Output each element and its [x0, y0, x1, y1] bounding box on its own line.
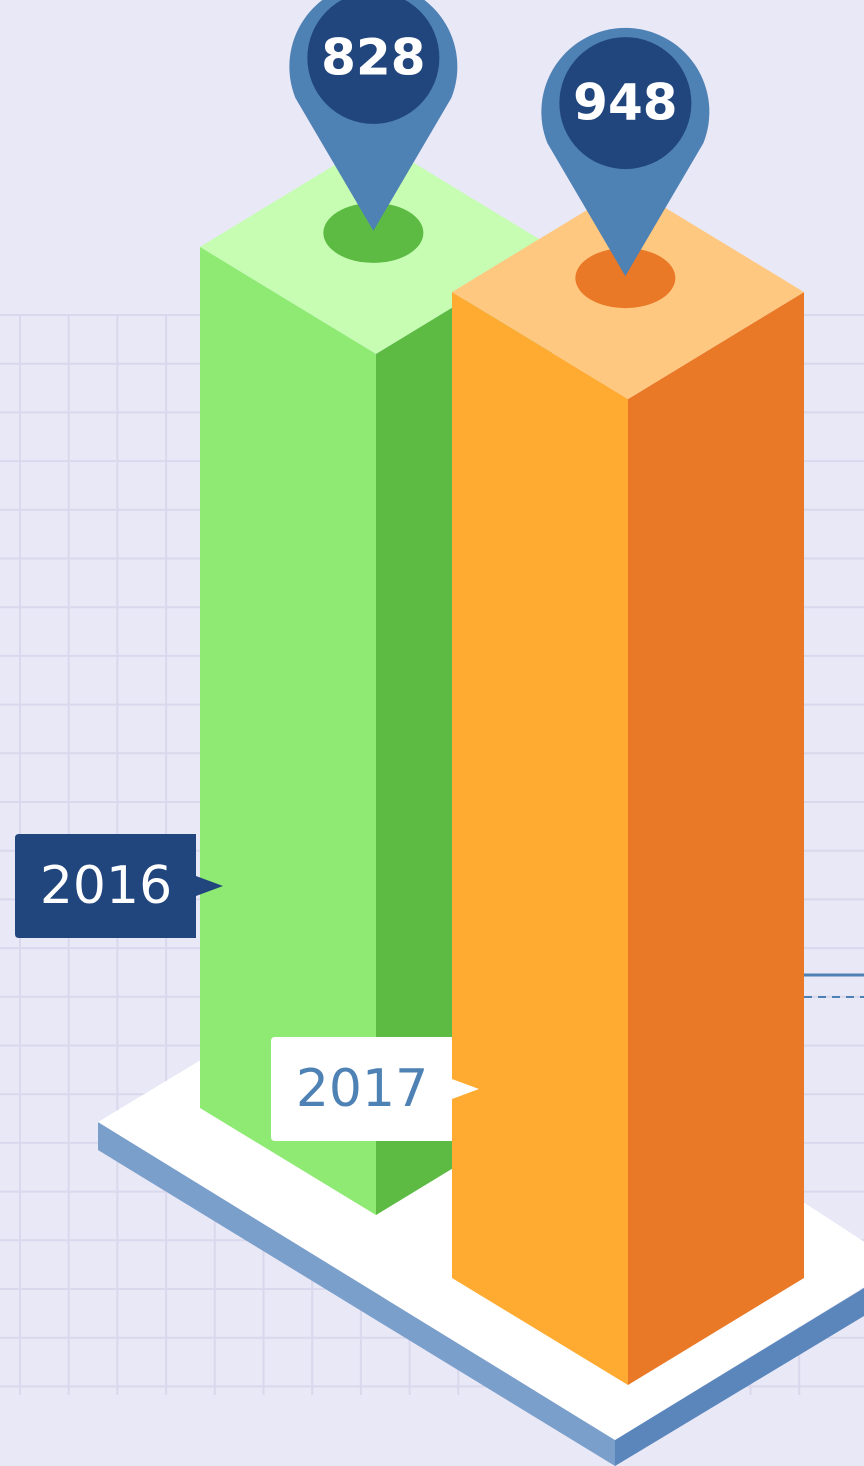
category-label-box [271, 1037, 479, 1141]
bar-front [200, 246, 376, 1215]
pin-inner [559, 37, 692, 170]
pin-spot [323, 202, 424, 263]
bar-front [452, 292, 628, 1386]
bar: 948 2017 [271, 27, 804, 1386]
category-label: 2017 [296, 1059, 428, 1119]
category-label: 2016 [40, 856, 172, 916]
bars: 828 2016 948 2017 [15, 0, 804, 1386]
value-label: 828 [321, 28, 425, 86]
value-label: 948 [573, 74, 677, 132]
category-label-box [15, 834, 223, 938]
bar-side [628, 292, 804, 1386]
pin-inner [307, 0, 440, 124]
pin-spot [575, 248, 676, 309]
